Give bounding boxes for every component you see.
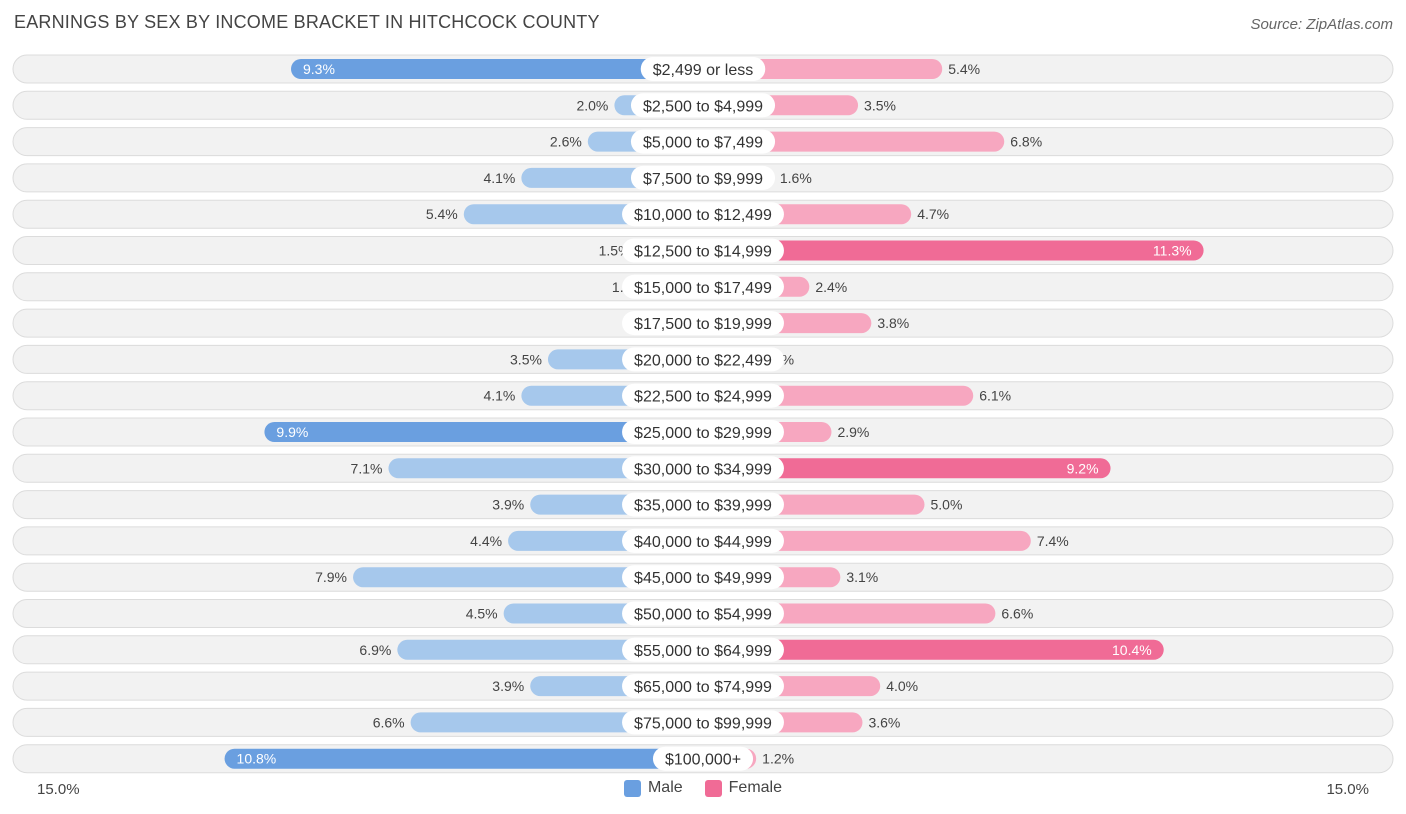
category-label: $7,500 to $9,999 <box>643 171 763 188</box>
axis-left-label: 15.0% <box>37 781 80 798</box>
category-pill <box>622 528 784 553</box>
category-pill <box>630 129 776 154</box>
category-label: $65,000 to $74,999 <box>634 679 772 696</box>
female-value-label: 11.3% <box>1153 243 1192 259</box>
female-value-label: 6.6% <box>1001 606 1033 622</box>
category-label: $30,000 to $34,999 <box>634 461 772 478</box>
female-value-label: 3.5% <box>864 97 896 113</box>
category-label: $45,000 to $49,999 <box>634 570 772 587</box>
category-pill <box>622 238 784 263</box>
female-value-label: 1.2% <box>762 751 794 767</box>
category-pill <box>622 601 784 626</box>
male-bar <box>224 748 703 769</box>
male-value-label: 4.5% <box>466 606 498 622</box>
category-label: $5,000 to $7,499 <box>643 135 763 152</box>
female-bar <box>703 639 1164 660</box>
male-value-label: 6.6% <box>373 714 405 730</box>
female-value-label: 6.8% <box>1010 134 1042 150</box>
male-value-label: 5.4% <box>426 206 458 222</box>
female-value-label: 3.1% <box>846 569 878 585</box>
category-pill <box>622 383 784 408</box>
legend-swatch-female <box>704 779 722 797</box>
female-value-label: 4.7% <box>917 206 949 222</box>
category-pill <box>622 202 784 227</box>
male-bar <box>264 422 703 442</box>
category-label: $12,500 to $14,999 <box>634 244 772 261</box>
male-value-label: 3.5% <box>510 351 542 367</box>
axis-right-label: 15.0% <box>1326 781 1369 798</box>
male-value-label: 7.9% <box>315 569 347 585</box>
category-label: $2,499 or less <box>653 62 754 79</box>
category-label: $22,500 to $24,999 <box>634 389 772 406</box>
category-label: $55,000 to $64,999 <box>634 643 772 660</box>
category-label: $50,000 to $54,999 <box>634 607 772 624</box>
category-pill <box>640 57 766 81</box>
male-value-label: 4.4% <box>470 533 502 549</box>
chart-source: Source: ZipAtlas.com <box>1250 16 1393 33</box>
category-label: $17,500 to $19,999 <box>634 316 772 333</box>
female-bar <box>703 530 1031 551</box>
female-value-label: 3.8% <box>877 315 909 331</box>
category-pill <box>622 674 784 699</box>
category-pill <box>622 565 784 590</box>
male-value-label: 6.9% <box>359 642 391 658</box>
female-value-label: 9.2% <box>1067 460 1099 476</box>
category-label: $25,000 to $29,999 <box>634 425 772 442</box>
male-value-label: 9.9% <box>276 424 308 440</box>
legend-label-male: Male <box>647 779 683 796</box>
female-value-label: 5.4% <box>948 61 980 77</box>
category-label: $10,000 to $12,499 <box>634 207 772 224</box>
female-value-label: 4.0% <box>886 678 918 694</box>
male-value-label: 1.5% <box>599 243 631 259</box>
male-value-label: 10.8% <box>237 751 277 767</box>
category-pill <box>622 420 784 444</box>
category-pill <box>652 746 754 771</box>
category-pill <box>622 710 784 735</box>
female-value-label: 10.4% <box>1112 642 1152 658</box>
category-pill <box>630 93 776 118</box>
male-value-label: 3.9% <box>492 678 524 694</box>
male-value-label: 2.6% <box>550 134 582 150</box>
category-pill <box>622 311 784 336</box>
category-label: $2,500 to $4,999 <box>643 98 763 115</box>
category-label: $40,000 to $44,999 <box>634 534 772 551</box>
legend-swatch-male <box>623 779 641 797</box>
female-value-label: 2.9% <box>837 424 869 440</box>
male-value-label: 7.1% <box>351 460 383 476</box>
category-label: $35,000 to $39,999 <box>634 498 772 515</box>
category-pill <box>622 637 784 662</box>
category-pill <box>622 274 784 299</box>
male-value-label: 2.0% <box>576 97 608 113</box>
female-value-label: 5.0% <box>931 497 963 513</box>
category-pill <box>622 456 784 481</box>
legend-label-female: Female <box>728 779 783 796</box>
category-pill <box>622 492 784 517</box>
male-value-label: 4.1% <box>483 170 515 186</box>
male-value-label: 3.9% <box>492 497 524 513</box>
female-value-label: 3.6% <box>868 714 900 730</box>
female-value-label: 1.6% <box>780 170 812 186</box>
male-bar <box>291 59 703 79</box>
female-value-label: 7.4% <box>1037 533 1069 549</box>
female-value-label: 2.4% <box>815 279 847 295</box>
category-label: $75,000 to $99,999 <box>634 715 772 732</box>
female-bar <box>703 458 1111 479</box>
category-pill <box>630 165 776 190</box>
category-label: $20,000 to $22,499 <box>634 352 772 369</box>
legend-item-female[interactable]: Female <box>704 779 783 797</box>
male-value-label: 4.1% <box>483 388 515 404</box>
female-bar <box>703 240 1204 261</box>
chart-title: EARNINGS BY SEX BY INCOME BRACKET IN HIT… <box>14 12 600 32</box>
male-value-label: 9.3% <box>303 61 335 77</box>
female-value-label: 6.1% <box>979 388 1011 404</box>
male-bar <box>353 567 703 588</box>
category-pill <box>622 347 784 372</box>
legend: Male Female <box>0 779 1406 797</box>
category-label: $100,000+ <box>665 752 741 769</box>
category-label: $15,000 to $17,499 <box>634 280 772 297</box>
female-bar <box>703 131 1005 152</box>
legend-item-male[interactable]: Male <box>623 779 683 797</box>
